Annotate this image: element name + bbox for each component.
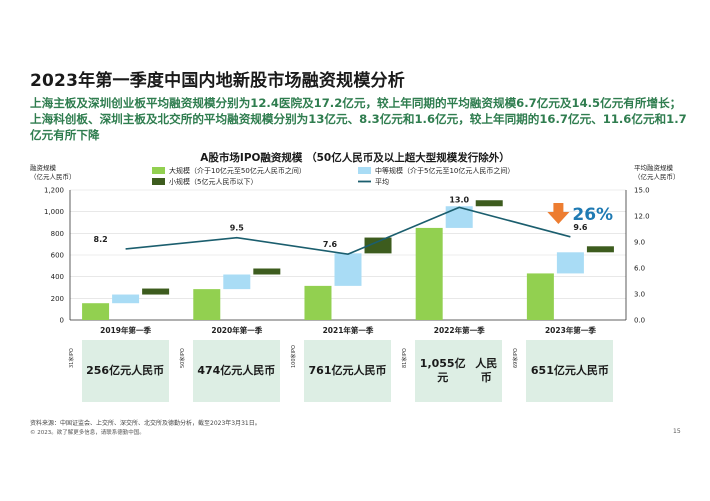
bar-medium bbox=[223, 274, 251, 290]
y-tick-right: 0.0 bbox=[634, 317, 645, 325]
bar-large bbox=[415, 227, 443, 320]
chart-title: A股市场IPO融资规模 （50亿人民币及以上超大型规模发行除外） bbox=[200, 152, 510, 164]
y-tick-left: 800 bbox=[51, 230, 64, 238]
footer-copyright: © 2023。欲了解更多信息，请联系德勤中国。 bbox=[30, 430, 145, 436]
bar-medium bbox=[445, 206, 473, 228]
ipo-count-label: 69家IPO bbox=[513, 348, 520, 368]
y-axis-title-right: （亿元人民币） bbox=[634, 172, 680, 181]
bar-large bbox=[304, 285, 332, 320]
x-tick-label: 2022年第一季 bbox=[434, 325, 485, 335]
legend-swatch bbox=[152, 167, 165, 174]
y-tick-left: 1,000 bbox=[44, 208, 64, 216]
average-line bbox=[125, 206, 571, 255]
data-label: 7.6 bbox=[323, 240, 338, 249]
total-box: 651亿元 人民币 bbox=[526, 340, 614, 402]
footer-source: 资料来源：中国证监会、上交所、深交所、北交所及德勤分析，截至2023年3月31日… bbox=[30, 420, 261, 427]
bar-small bbox=[142, 288, 170, 295]
bar-small bbox=[586, 246, 614, 253]
x-tick-label: 2023年第一季 bbox=[545, 325, 596, 335]
y-tick-left: 200 bbox=[51, 295, 64, 303]
bar-small bbox=[475, 200, 503, 207]
down-arrow-icon bbox=[547, 203, 570, 224]
ipo-count-label: 31家IPO bbox=[68, 348, 75, 368]
ipo-count-label: 81家IPO bbox=[402, 348, 409, 368]
y-axis-title-left: 融资规模 bbox=[30, 163, 57, 172]
x-tick-label: 2020年第一季 bbox=[211, 325, 262, 335]
legend-label: 大规模（介于10亿元至50亿元人民币之间） bbox=[169, 166, 306, 175]
bar-medium bbox=[334, 253, 362, 286]
y-tick-right: 15.0 bbox=[634, 187, 650, 195]
data-label: 9.6 bbox=[573, 223, 588, 232]
bar-large bbox=[82, 303, 110, 320]
change-annotation: 26% bbox=[572, 205, 613, 225]
data-label: 9.5 bbox=[230, 224, 245, 233]
y-tick-left: 1,200 bbox=[44, 187, 64, 195]
data-label: 13.0 bbox=[449, 195, 469, 204]
legend-swatch bbox=[152, 178, 165, 185]
bar-medium bbox=[112, 294, 140, 304]
page-number: 15 bbox=[673, 428, 681, 435]
bar-large bbox=[193, 289, 221, 320]
x-tick-label: 2021年第一季 bbox=[323, 325, 374, 335]
bar-medium bbox=[556, 252, 584, 274]
y-tick-right: 12.0 bbox=[634, 213, 650, 221]
ipo-count-label: 100家IPO bbox=[291, 345, 297, 368]
y-tick-right: 3.0 bbox=[634, 291, 645, 299]
page-title: 2023年第一季度中国内地新股市场融资规模分析 bbox=[30, 71, 405, 91]
legend-swatch bbox=[358, 167, 371, 174]
bar-small bbox=[364, 237, 392, 254]
legend-label: 中等规模（介于5亿元至10亿元人民币之间） bbox=[375, 166, 514, 175]
y-tick-left: 600 bbox=[51, 252, 64, 260]
y-tick-right: 9.0 bbox=[634, 239, 645, 247]
total-box: 474亿元 人民币 bbox=[192, 340, 280, 402]
bar-large bbox=[526, 273, 554, 320]
total-box: 256亿元 人民币 bbox=[81, 340, 169, 402]
data-label: 8.2 bbox=[94, 235, 108, 244]
total-box: 1,055亿元 人民币 bbox=[415, 340, 503, 402]
y-tick-left: 400 bbox=[51, 273, 64, 281]
y-tick-right: 6.0 bbox=[634, 265, 645, 273]
x-tick-label: 2019年第一季 bbox=[100, 325, 151, 335]
total-box: 761亿元 人民币 bbox=[304, 340, 391, 402]
legend-label: 平均 bbox=[375, 177, 389, 186]
y-tick-left: 0 bbox=[60, 317, 64, 325]
legend-label: 小规模（5亿元人民币以下） bbox=[169, 177, 257, 186]
y-axis-title-right: 平均融资规模 bbox=[634, 163, 674, 172]
page-subtitle: 上海主板及深圳创业板平均融资规模分别为12.4医院及17.2亿元，较上年同期的平… bbox=[30, 96, 687, 142]
bar-small bbox=[253, 268, 281, 275]
ipo-count-label: 50家IPO bbox=[179, 348, 186, 368]
y-axis-title-left: （亿元人民币） bbox=[30, 172, 76, 181]
